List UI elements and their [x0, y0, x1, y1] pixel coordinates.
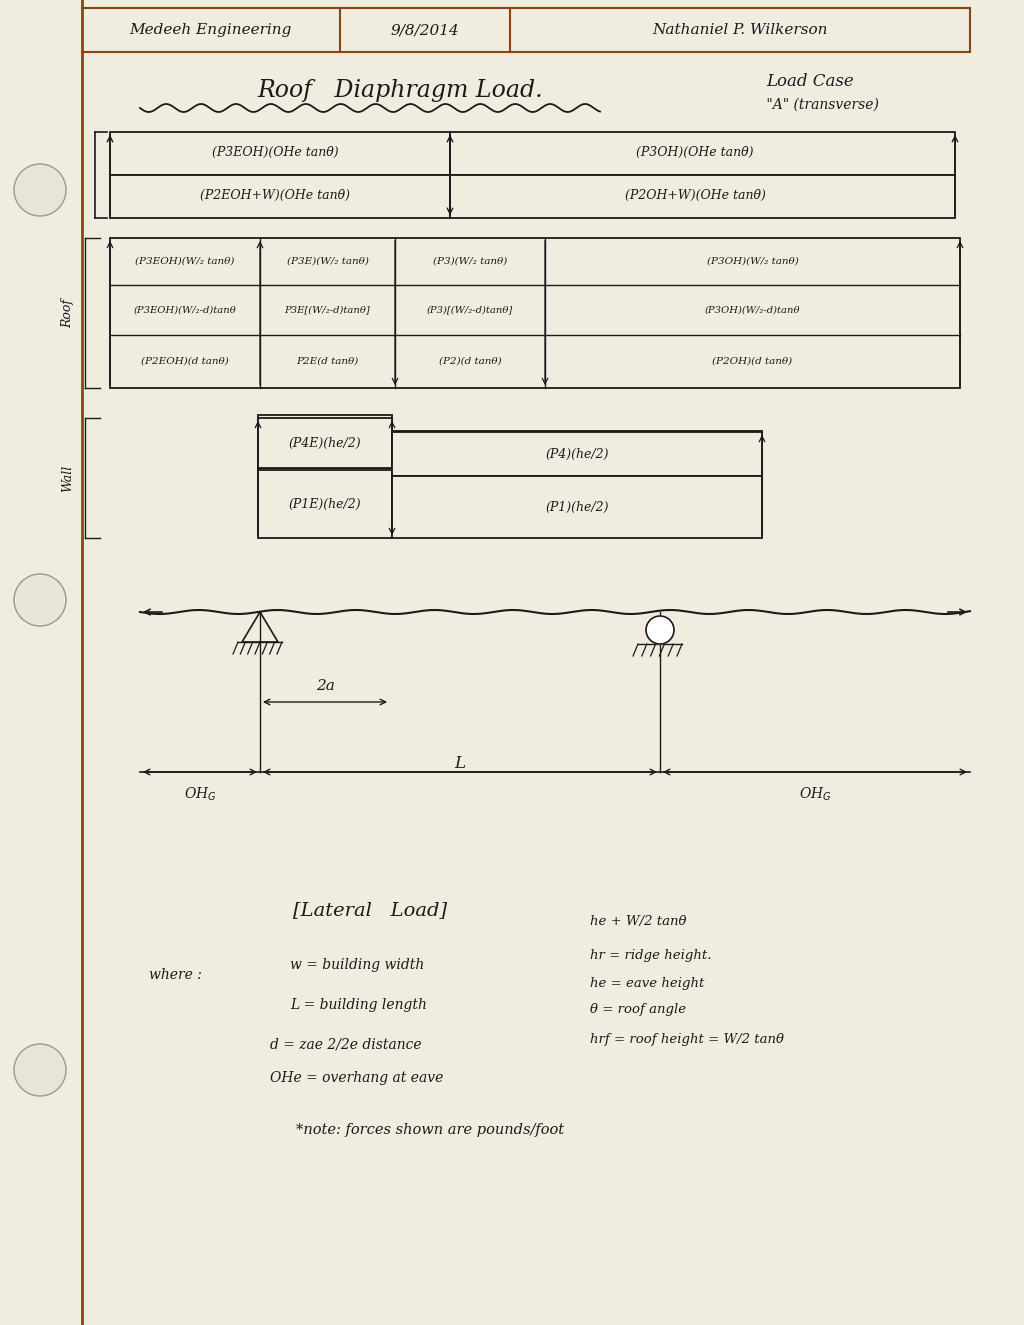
Text: (P3)[(W/₂-d)tanθ]: (P3)[(W/₂-d)tanθ]	[427, 306, 513, 314]
Text: Medeeh Engineering: Medeeh Engineering	[129, 23, 291, 37]
Bar	[392, 432, 762, 476]
Text: (P4)(he/2): (P4)(he/2)	[545, 448, 608, 461]
Text: 2a: 2a	[315, 678, 335, 693]
Text: L = building length: L = building length	[290, 998, 427, 1012]
Bar	[258, 417, 392, 468]
Bar	[450, 175, 955, 219]
Text: (P3OH)(W/₂-d)tanθ: (P3OH)(W/₂-d)tanθ	[705, 306, 800, 314]
Text: P3E[(W/₂-d)tanθ]: P3E[(W/₂-d)tanθ]	[285, 306, 371, 314]
Text: Roof   Diaphragm Load.: Roof Diaphragm Load.	[257, 78, 543, 102]
Text: where :: where :	[148, 969, 202, 982]
Text: OH$_G$: OH$_G$	[799, 786, 831, 803]
Text: [Lateral   Load]: [Lateral Load]	[293, 901, 447, 920]
Text: L: L	[455, 755, 466, 772]
Text: he = eave height: he = eave height	[590, 977, 705, 990]
Circle shape	[646, 616, 674, 644]
Text: (P3EOH)(W/₂ tanθ): (P3EOH)(W/₂ tanθ)	[135, 257, 234, 266]
Text: *note: forces shown are pounds/foot: *note: forces shown are pounds/foot	[296, 1124, 564, 1137]
Text: (P3EOH)(OHe tanθ): (P3EOH)(OHe tanθ)	[212, 146, 338, 159]
Text: (P3)(W/₂ tanθ): (P3)(W/₂ tanθ)	[433, 257, 507, 266]
Text: (P3OH)(OHe tanθ): (P3OH)(OHe tanθ)	[636, 146, 754, 159]
Text: Load Case: Load Case	[766, 73, 854, 90]
Text: (P2OH)(d tanθ): (P2OH)(d tanθ)	[713, 356, 793, 366]
Text: hr = ridge height.: hr = ridge height.	[590, 949, 712, 962]
Text: Nathaniel P. Wilkerson: Nathaniel P. Wilkerson	[652, 23, 827, 37]
Text: (P1E)(he/2): (P1E)(he/2)	[289, 497, 361, 510]
Text: he + W/2 tanθ: he + W/2 tanθ	[590, 916, 686, 929]
Text: (P3E)(W/₂ tanθ): (P3E)(W/₂ tanθ)	[287, 257, 369, 266]
Text: OHe = overhang at eave: OHe = overhang at eave	[270, 1071, 443, 1085]
Text: (P1)(he/2): (P1)(he/2)	[545, 501, 608, 514]
Text: Wall: Wall	[61, 464, 75, 492]
Text: hrf = roof height = W/2 tanθ: hrf = roof height = W/2 tanθ	[590, 1034, 784, 1047]
Text: (P2OH+W)(OHe tanθ): (P2OH+W)(OHe tanθ)	[625, 188, 765, 201]
Bar	[110, 132, 450, 175]
Text: w = building width: w = building width	[290, 958, 424, 973]
Text: (P3EOH)(W/₂-d)tanθ: (P3EOH)(W/₂-d)tanθ	[133, 306, 237, 314]
Bar	[450, 132, 955, 175]
Text: (P4E)(he/2): (P4E)(he/2)	[289, 436, 361, 449]
Text: "A" (transverse): "A" (transverse)	[762, 98, 879, 113]
Bar	[258, 415, 392, 468]
Bar	[392, 431, 762, 478]
Text: (P3OH)(W/₂ tanθ): (P3OH)(W/₂ tanθ)	[707, 257, 799, 266]
Text: OH$_G$: OH$_G$	[183, 786, 216, 803]
Text: d = zae 2/2e distance: d = zae 2/2e distance	[270, 1037, 422, 1052]
Text: (P2EOH+W)(OHe tanθ): (P2EOH+W)(OHe tanθ)	[200, 188, 350, 201]
Bar	[392, 476, 762, 538]
Bar	[258, 468, 392, 537]
Bar	[392, 473, 762, 537]
Bar	[258, 470, 392, 538]
Circle shape	[14, 164, 66, 216]
Text: P2E(d tanθ): P2E(d tanθ)	[296, 356, 358, 366]
Text: θ = roof angle: θ = roof angle	[590, 1003, 686, 1016]
Text: Roof: Roof	[61, 298, 75, 327]
Bar	[110, 175, 450, 219]
Text: (P2)(d tanθ): (P2)(d tanθ)	[438, 356, 502, 366]
Circle shape	[14, 574, 66, 625]
Text: (P2EOH)(d tanθ): (P2EOH)(d tanθ)	[141, 356, 229, 366]
Circle shape	[14, 1044, 66, 1096]
Text: 9/8/2014: 9/8/2014	[390, 23, 460, 37]
Bar	[110, 238, 961, 388]
